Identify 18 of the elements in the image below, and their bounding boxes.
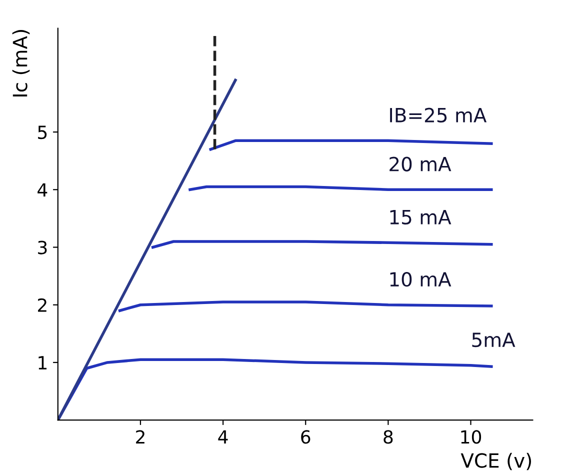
y-tick-label: 5 <box>38 126 47 140</box>
series-label: 5mA <box>472 332 516 348</box>
x-axis-title: VCE (v) <box>460 452 532 470</box>
y-tick-label: 2 <box>38 298 46 312</box>
series-label: 15 mA <box>390 210 452 224</box>
x-tick-label: 10 <box>461 430 482 444</box>
x-tick-label: 6 <box>301 430 310 444</box>
x-tick-label: 4 <box>218 430 228 444</box>
y-axis-title: Ic (mA) <box>12 30 30 96</box>
line-series <box>118 300 493 312</box>
x-tick-label: 2 <box>136 430 144 444</box>
series-label: 10 mA <box>390 272 452 287</box>
x-tick-label: 8 <box>384 430 393 444</box>
y-tick-label: 4 <box>38 183 48 196</box>
series-label: 20 mA <box>390 156 452 172</box>
y-tick-label: 3 <box>38 240 47 254</box>
y-tick-label: 1 <box>38 356 47 370</box>
series-label: IB=25 mA <box>390 108 487 122</box>
